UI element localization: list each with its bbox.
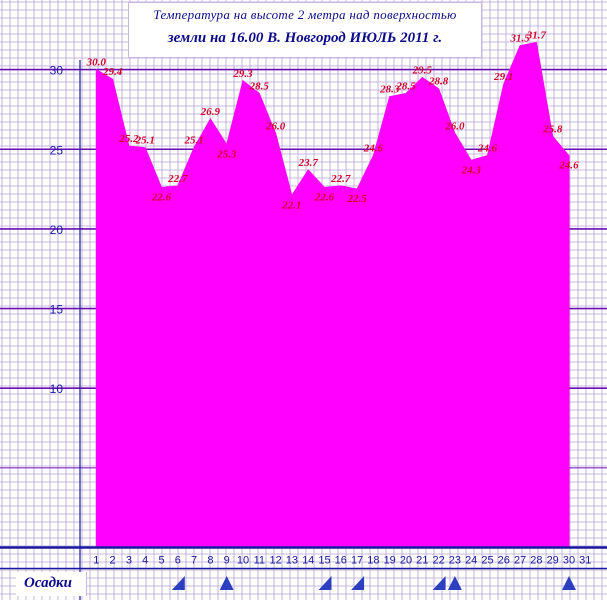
- x-tick-label: 23: [449, 555, 461, 567]
- x-tick-label: 22: [432, 555, 444, 567]
- x-tick-label: 8: [207, 555, 213, 567]
- data-label: 22.5: [346, 193, 367, 205]
- x-tick-label: 31: [579, 555, 591, 567]
- data-label: 31.5: [509, 33, 530, 45]
- data-label: 26.9: [200, 106, 221, 118]
- precipitation-marker-icon: [318, 576, 332, 590]
- data-label: 25.1: [135, 135, 155, 147]
- x-tick-label: 13: [286, 555, 298, 567]
- data-label: 29.5: [412, 65, 433, 77]
- data-label: 28.8: [428, 76, 449, 88]
- y-tick-label: 25: [50, 143, 64, 157]
- x-tick-label: 1: [93, 555, 99, 567]
- x-tick-label: 29: [547, 555, 559, 567]
- x-tick-label: 16: [335, 555, 347, 567]
- x-tick-label: 21: [416, 555, 428, 567]
- precipitation-marker-icon: [171, 576, 185, 590]
- y-tick-labels: 10 15 20 25 30: [50, 64, 64, 397]
- data-label: 22.7: [330, 173, 351, 185]
- axes: [0, 60, 607, 600]
- x-tick-label: 26: [498, 555, 510, 567]
- data-label: 29.4: [102, 66, 123, 78]
- x-tick-label: 9: [224, 555, 230, 567]
- title-line-2: земли на 16.00 В. Новгород ИЮЛЬ 2011 г.: [167, 30, 443, 46]
- data-label: 28.3: [379, 84, 400, 96]
- precipitation-marker-icon: [219, 576, 234, 590]
- data-label: 22.6: [151, 191, 172, 203]
- y-tick-label: 10: [50, 382, 64, 396]
- y-tick-label: 30: [50, 64, 64, 78]
- data-label: 25.8: [542, 124, 563, 136]
- data-label: 24.6: [363, 143, 384, 155]
- precipitation-marker-icon: [351, 576, 365, 590]
- x-tick-label: 19: [384, 555, 396, 567]
- x-tick-label: 28: [530, 555, 542, 567]
- precipitation-marker-icon: [562, 576, 576, 590]
- x-tick-label: 30: [563, 555, 575, 567]
- data-label: 31.7: [526, 30, 547, 42]
- data-label: 29.1: [493, 71, 513, 83]
- precipitation-marker-icon: [432, 576, 446, 590]
- x-tick-label: 20: [400, 555, 412, 567]
- x-tick-label: 27: [514, 555, 526, 567]
- x-tick-label: 6: [175, 555, 181, 567]
- x-tick-label: 14: [302, 555, 314, 567]
- data-label: 29.3: [232, 68, 253, 80]
- data-label: 26.0: [265, 120, 286, 132]
- data-label: 26.0: [444, 120, 465, 132]
- precipitation-markers: [171, 576, 576, 590]
- data-label: 25.1: [183, 135, 203, 147]
- temperature-area-fill: [95, 41, 570, 548]
- y-tick-label: 20: [50, 223, 64, 237]
- data-label: 28.5: [395, 80, 416, 92]
- data-label: 28.5: [249, 80, 270, 92]
- x-tick-label: 12: [269, 555, 281, 567]
- data-label: 24.3: [461, 164, 482, 176]
- data-label: 30.0: [86, 57, 107, 69]
- temperature-area: [95, 41, 570, 548]
- data-label: 22.7: [167, 173, 188, 185]
- x-tick-label: 11: [254, 555, 265, 567]
- precipitation-marker-icon: [447, 576, 462, 590]
- x-tick-label: 25: [481, 555, 493, 567]
- x-tick-label: 5: [158, 555, 164, 567]
- y-tick-label: 15: [50, 303, 64, 317]
- x-tick-label: 24: [465, 555, 477, 567]
- data-label: 22.1: [281, 199, 301, 211]
- x-tick-label: 15: [318, 555, 330, 567]
- data-label: 22.6: [314, 191, 335, 203]
- data-label: 24.6: [558, 160, 579, 172]
- x-tick-label: 3: [126, 555, 132, 567]
- title-line-1: Температура на высоте 2 метра над поверх…: [153, 7, 457, 22]
- x-tick-label: 2: [110, 555, 116, 567]
- data-label: 23.7: [298, 157, 319, 169]
- x-tick-label: 18: [367, 555, 379, 567]
- data-labels: 30.029.425.225.122.622.725.126.925.329.3…: [86, 30, 579, 212]
- x-tick-label: 10: [237, 555, 249, 567]
- data-label: 25.3: [216, 148, 237, 160]
- data-label: 24.6: [477, 143, 498, 155]
- precipitation-label: Осадки: [16, 572, 87, 596]
- data-label: 25.2: [118, 133, 139, 145]
- chart-title: Температура на высоте 2 метра над поверх…: [128, 2, 482, 58]
- x-tick-labels: 1 2 3 4 5 6 7 8 9 10 11 12 13 14 15 16 17 18 19 20 21 22 23 24 2…: [93, 555, 591, 567]
- x-tick-label: 4: [142, 555, 148, 567]
- x-tick-label: 7: [191, 555, 197, 567]
- x-tick-label: 17: [351, 555, 363, 567]
